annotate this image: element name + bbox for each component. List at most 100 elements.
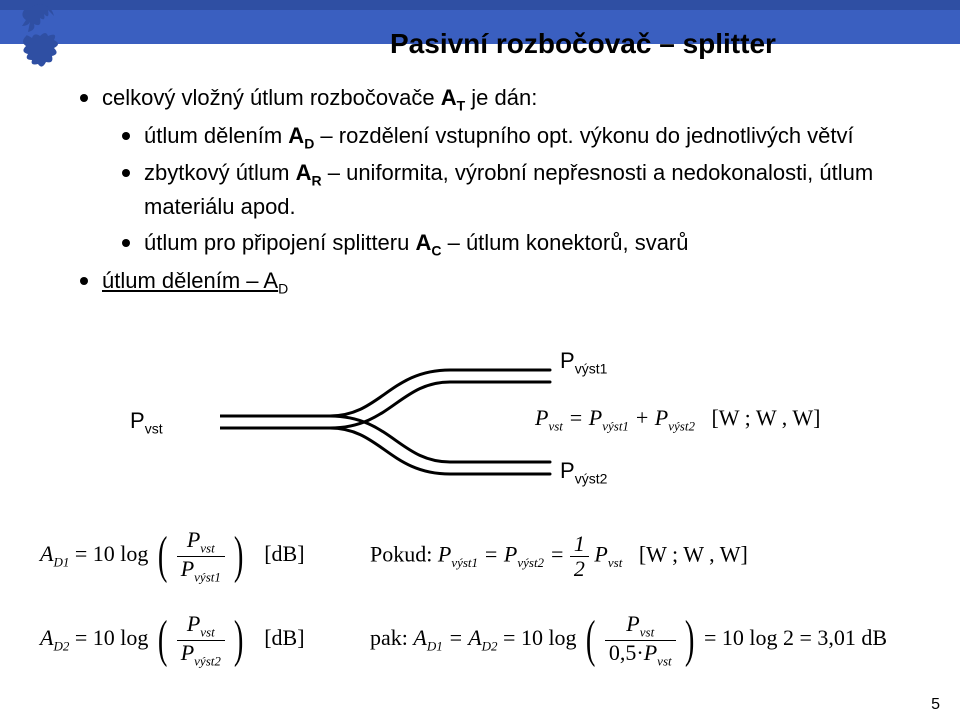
sym: P xyxy=(130,408,145,433)
plus: + xyxy=(634,405,654,430)
sub: výst1 xyxy=(575,360,608,376)
sym: P xyxy=(560,458,575,483)
sub: D2 xyxy=(53,639,69,654)
bullet-text: útlum dělením AD – rozdělení vstupního o… xyxy=(144,120,854,154)
s: D1 xyxy=(427,639,443,654)
label-pvst: Pvst xyxy=(130,408,163,436)
equation-ad2: AD2 = 10 log ( Pvst Pvýst2 ) [dB] xyxy=(40,612,305,668)
sym: A xyxy=(441,85,457,110)
p: P xyxy=(594,542,607,567)
equation-pak: pak: AD1 = AD2 = 10 log ( Pvst 0,5·Pvst … xyxy=(370,612,887,668)
bullet-text: útlum dělením – AD xyxy=(102,265,288,299)
label-pvyst1: Pvýst1 xyxy=(560,348,607,376)
p: P xyxy=(187,527,200,552)
p: P xyxy=(438,542,451,567)
bullet-residual-loss: zbytkový útlum AR – uniformita, výrobní … xyxy=(122,157,900,223)
sym: P xyxy=(560,348,575,373)
s: výst1 xyxy=(451,555,478,570)
eq: = xyxy=(568,405,588,430)
sym: A xyxy=(413,625,426,650)
content-area: celkový vložný útlum rozbočovače AT je d… xyxy=(80,82,900,302)
s: výst2 xyxy=(668,418,695,433)
coef: 0,5· xyxy=(609,640,644,665)
equation-pokud: Pokud: Pvýst1 = Pvýst2 = 1 2 Pvst [W ; W… xyxy=(370,532,748,581)
tenlog: = 10 log xyxy=(75,625,149,650)
bullet-split-loss: útlum dělením AD – rozdělení vstupního o… xyxy=(122,120,900,154)
sub: C xyxy=(431,242,441,258)
text: celkový vložný útlum rozbočovače xyxy=(102,85,441,110)
fraction: Pvst Pvýst2 xyxy=(177,612,225,668)
sym: A xyxy=(415,230,431,255)
bullet-text: útlum pro připojení splitteru AC – útlum… xyxy=(144,227,689,261)
p: P xyxy=(187,611,200,636)
p: P xyxy=(181,640,194,665)
sub: D1 xyxy=(53,555,69,570)
s: vst xyxy=(200,624,214,639)
s: vst xyxy=(657,653,671,668)
text: je dán: xyxy=(465,85,537,110)
text: zbytkový útlum xyxy=(144,160,296,185)
sub: vst xyxy=(145,420,163,436)
s: vst xyxy=(608,555,622,570)
s: výst2 xyxy=(194,653,221,668)
sub: T xyxy=(457,97,466,113)
sub: D xyxy=(278,280,288,296)
p: P xyxy=(504,542,517,567)
equation-ad1: AD1 = 10 log ( Pvst Pvýst1 ) [dB] xyxy=(40,528,305,584)
p: P xyxy=(535,405,548,430)
sym: A xyxy=(468,625,481,650)
text: – rozdělení vstupního opt. výkonu do jed… xyxy=(314,123,853,148)
s: vst xyxy=(200,540,214,555)
p: P xyxy=(644,640,657,665)
lion-logo-icon xyxy=(14,2,70,74)
page-title: Pasivní rozbočovač – splitter xyxy=(390,28,776,60)
text: útlum dělením – A xyxy=(102,268,278,293)
p: P xyxy=(626,611,639,636)
bullet-text: celkový vložný útlum rozbočovače AT je d… xyxy=(102,82,537,116)
num: 1 xyxy=(570,532,589,557)
sym: A xyxy=(288,123,304,148)
bullet-dot-icon xyxy=(122,239,130,247)
s: vst xyxy=(640,624,654,639)
unit: [dB] xyxy=(264,625,304,650)
den: 2 xyxy=(570,557,589,581)
unit: [dB] xyxy=(264,541,304,566)
text: útlum pro připojení splitteru xyxy=(144,230,415,255)
label: Pokud: xyxy=(370,542,438,567)
bullet-connector-loss: útlum pro připojení splitteru AC – útlum… xyxy=(122,227,900,261)
bullet-dot-icon xyxy=(122,169,130,177)
p: P xyxy=(181,556,194,581)
text: – útlum konektorů, svarů xyxy=(441,230,688,255)
unit: [W ; W , W] xyxy=(639,542,748,567)
fraction-half: 1 2 xyxy=(570,532,589,581)
fraction: Pvst 0,5·Pvst xyxy=(605,612,676,668)
eq: = xyxy=(448,625,468,650)
sub: D xyxy=(304,135,314,151)
tenlog: = 10 log xyxy=(503,625,577,650)
fraction: Pvst Pvýst1 xyxy=(177,528,225,584)
p: P xyxy=(655,405,668,430)
s: vst xyxy=(548,418,562,433)
bullet-dot-icon xyxy=(80,277,88,285)
result: = 10 log 2 = 3,01 dB xyxy=(704,625,887,650)
header-stripe-top xyxy=(0,0,960,10)
bullet-total-loss: celkový vložný útlum rozbočovače AT je d… xyxy=(80,82,900,116)
bullet-text: zbytkový útlum AR – uniformita, výrobní … xyxy=(144,157,900,223)
sym: A xyxy=(40,541,53,566)
sub: výst2 xyxy=(575,470,608,486)
tenlog: = 10 log xyxy=(75,541,149,566)
sym: A xyxy=(40,625,53,650)
label: pak: xyxy=(370,625,413,650)
sym: A xyxy=(296,160,312,185)
label-pvyst2: Pvýst2 xyxy=(560,458,607,486)
p: P xyxy=(589,405,602,430)
eq: = xyxy=(550,542,570,567)
eq: = xyxy=(484,542,504,567)
s: výst1 xyxy=(602,418,629,433)
equation-power-sum: Pvst = Pvýst1 + Pvýst2 [W ; W , W] xyxy=(535,405,820,434)
bullet-dot-icon xyxy=(122,132,130,140)
s: D2 xyxy=(482,639,498,654)
s: výst2 xyxy=(517,555,544,570)
page-number: 5 xyxy=(931,696,940,714)
bullet-division-loss: útlum dělením – AD xyxy=(80,265,900,299)
